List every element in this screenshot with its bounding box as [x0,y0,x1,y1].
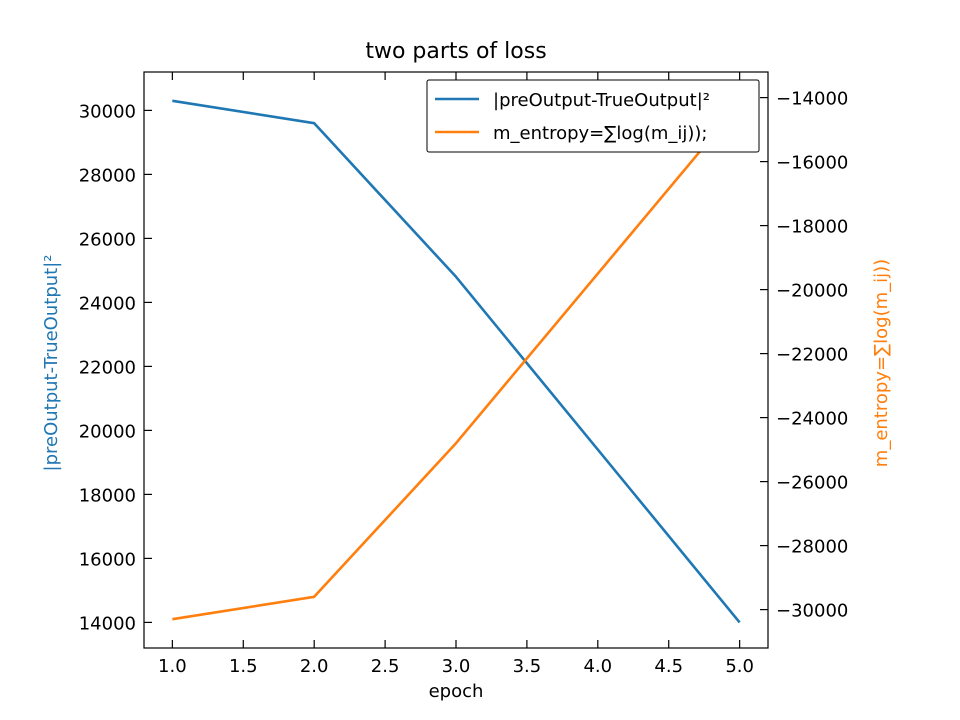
y-left-tick-label: 22000 [79,357,136,378]
x-tick-label: 2.5 [371,656,400,677]
x-axis-title: epoch [429,681,484,702]
series-layer [172,99,741,624]
y-left-tick-label: 30000 [79,101,136,122]
series-line-1 [172,103,741,621]
y-right-tick-label: −22000 [776,345,848,366]
x-tick-label: 5.0 [725,656,754,677]
y-left-tick-label: 24000 [79,293,136,314]
y-right-tick-label: −28000 [776,537,848,558]
legend: |preOutput-TrueOutput|² m_entropy=∑log(m_… [426,79,760,153]
y-right-tick-label: −16000 [776,153,848,174]
y-left-tick-label: 28000 [79,165,136,186]
y-axis-right-title: m_entropy=∑log(m_ij)) [871,259,892,467]
legend-label-0: |preOutput-TrueOutput|² [493,90,710,111]
x-tick-label: 2.0 [300,656,329,677]
y-right-tick-label: −20000 [776,281,848,302]
plot-frame [143,71,769,649]
y-right-tick-label: −26000 [776,473,848,494]
y-right-tick-label: −18000 [776,217,848,238]
legend-label-1: m_entropy=∑log(m_ij)); [493,123,708,144]
y-left-tick-label: 20000 [79,421,136,442]
x-tick-label: 1.0 [158,656,187,677]
chart-title: two parts of loss [365,39,546,64]
x-tick-label: 3.0 [442,656,471,677]
y-left-tick-label: 16000 [79,549,136,570]
x-tick-label: 4.0 [583,656,612,677]
y-right-tick-label: −24000 [776,409,848,430]
axes-layer: 1.0 1.5 2.0 2.5 3.0 3.5 4.0 4.5 5.0 14000 16000 180… [79,71,848,677]
x-tick-label: 4.5 [654,656,683,677]
x-tick-label: 1.5 [229,656,258,677]
y-left-tick-label: 26000 [79,229,136,250]
y-left-tick-label: 14000 [79,613,136,634]
legend-box [426,79,760,153]
y-left-tick-label: 18000 [79,485,136,506]
y-right-tick-label: −30000 [776,601,848,622]
y-right-tick-label: −14000 [776,89,848,110]
y-axis-left-title: |preOutput-TrueOutput|² [41,255,62,472]
x-tick-label: 3.5 [513,656,542,677]
series-line-0 [172,99,741,624]
